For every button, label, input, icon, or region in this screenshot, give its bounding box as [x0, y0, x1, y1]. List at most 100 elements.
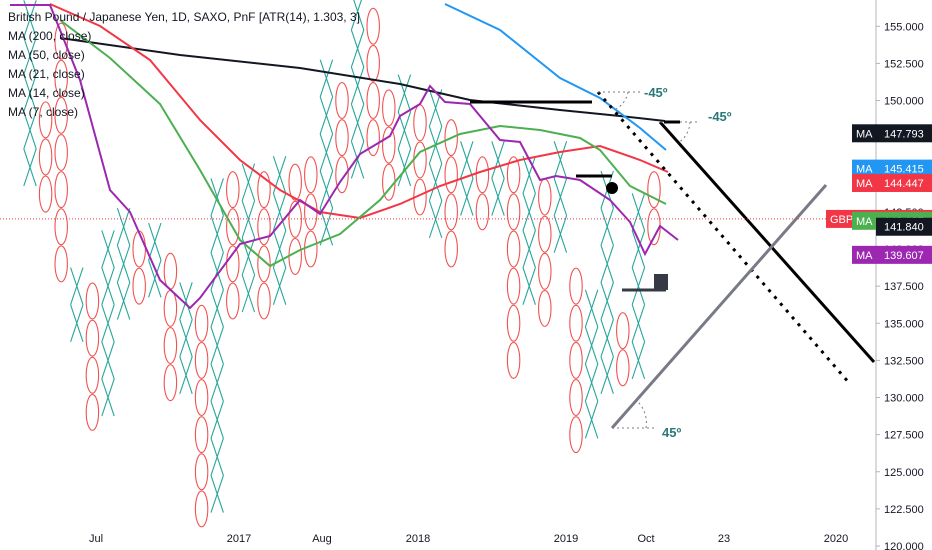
pnf-x-box — [70, 304, 84, 342]
y-tick-label: 155.000 — [884, 21, 924, 33]
box-marker[interactable] — [654, 274, 668, 290]
pnf-o-box — [226, 171, 240, 209]
pnf-x-box — [319, 133, 334, 172]
pnf-o-box — [194, 304, 209, 342]
legend-ma-7[interactable]: MA (7, close) — [8, 105, 79, 119]
angle-label-2: -45º — [708, 109, 732, 124]
pnf-o-box — [382, 89, 396, 127]
pnf-o-box — [163, 364, 178, 402]
chart-title[interactable]: British Pound / Japanese Yen, 1D, SAXO, … — [8, 10, 360, 24]
price-label: 141.840 — [876, 217, 932, 236]
pnf-column — [257, 171, 271, 320]
trendline-ascending[interactable] — [610, 184, 828, 429]
pnf-x-box — [210, 475, 224, 513]
pnf-x-box — [631, 230, 646, 268]
pnf-o-box — [506, 156, 521, 194]
pnf-x-box — [631, 193, 646, 231]
pnf-o-box — [194, 416, 209, 454]
price-label-bg — [852, 124, 932, 143]
ma-50-line[interactable] — [444, 3, 667, 151]
price-label-value: 147.793 — [884, 128, 924, 140]
y-tick-label: 135.000 — [884, 318, 924, 330]
x-tick-label: 23 — [718, 533, 730, 545]
pnf-column — [584, 289, 599, 439]
trendline-solid-descending[interactable] — [658, 121, 876, 363]
angle-label-3: 45º — [662, 425, 681, 440]
pnf-x-box — [631, 304, 646, 342]
pnf-o-box — [226, 245, 240, 283]
ma-14-line[interactable] — [59, 19, 667, 268]
price-label-tag: MA — [856, 250, 873, 262]
pnf-x-box — [210, 252, 224, 291]
price-label-bg — [852, 173, 932, 192]
legend-ma-14[interactable]: MA (14, close) — [8, 86, 85, 100]
legend-ma-50[interactable]: MA (50, close) — [8, 48, 85, 62]
trendline-drawings[interactable]: -45º -45º 45º — [470, 85, 876, 440]
pnf-column — [569, 267, 583, 454]
angle-arc-1 — [613, 91, 629, 111]
pnf-x-box — [428, 163, 443, 201]
pnf-x-box — [101, 230, 115, 268]
price-axis[interactable]: 120.000 122.500 125.000 127.500 130.000 132.5… — [875, 0, 924, 550]
pnf-column — [288, 163, 302, 275]
pnf-o-box — [54, 171, 68, 209]
pnf-x-box — [631, 341, 646, 380]
angle-label-1: -45º — [644, 85, 668, 100]
pnf-x-box — [553, 215, 568, 253]
pnf-x-box — [350, 29, 365, 68]
pnf-column — [210, 178, 224, 513]
pnf-x-box — [210, 215, 224, 253]
pnf-x-box — [116, 208, 131, 246]
legend-ma-200[interactable]: MA (200, close) — [8, 29, 92, 43]
pnf-o-box — [85, 393, 100, 431]
pnf-column — [163, 252, 178, 402]
ma-21-line[interactable] — [49, 3, 669, 220]
pnf-x-box — [397, 111, 412, 149]
pnf-column — [194, 304, 209, 528]
pnf-o-box — [382, 126, 396, 164]
pnf-column — [616, 312, 630, 387]
price-labels: MA147.793MA145.415MA144.447GBPJPY142.027… — [826, 124, 932, 264]
pnf-o-box — [288, 237, 302, 275]
pnf-o-box — [569, 267, 583, 305]
trendline-dotted-descending[interactable] — [596, 91, 852, 385]
pnf-x-box — [272, 267, 287, 305]
pnf-o-box — [444, 193, 458, 231]
pnf-x-box — [210, 401, 224, 439]
pnf-column — [491, 141, 505, 216]
point-marker[interactable] — [606, 182, 618, 194]
pnf-o-box — [257, 208, 271, 246]
pnf-x-box — [272, 193, 287, 231]
price-label-bg — [852, 245, 932, 264]
pnf-x-box — [241, 274, 256, 313]
pnf-o-box — [257, 171, 271, 209]
pnf-o-box — [85, 282, 100, 320]
pnf-o-box — [506, 267, 521, 305]
pnf-x-box — [522, 267, 536, 305]
pnf-o-box — [54, 245, 68, 283]
pnf-x-box — [179, 282, 193, 320]
ma-7-line[interactable] — [10, 4, 679, 310]
y-tick-label: 122.500 — [884, 504, 924, 516]
pnf-x-box — [584, 289, 599, 328]
y-tick-label: 152.500 — [884, 58, 924, 70]
pnf-column — [413, 104, 427, 216]
pnf-column — [600, 170, 614, 394]
pnf-x-box — [319, 96, 334, 135]
pnf-o-box — [538, 215, 552, 253]
pnf-o-box — [366, 7, 380, 45]
pnf-o-box — [163, 252, 178, 290]
price-label-tag: MA — [856, 164, 873, 176]
time-axis[interactable]: Jul 2017 Aug 2018 2019 Oct 23 2020 — [89, 533, 848, 545]
x-tick-label: 2017 — [227, 533, 251, 545]
pnf-o-box — [85, 319, 100, 357]
pnf-o-box — [538, 289, 552, 327]
legend-ma-21[interactable]: MA (21, close) — [8, 67, 85, 81]
pnf-x-box — [600, 356, 614, 394]
pnf-column — [647, 171, 661, 246]
pnf-o-box — [226, 208, 240, 246]
pnf-o-box — [569, 304, 583, 342]
pnf-o-box — [194, 341, 209, 379]
